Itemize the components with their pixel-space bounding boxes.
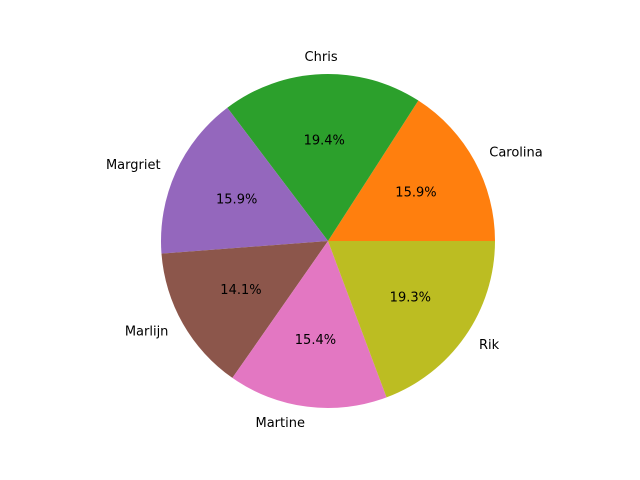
slice-label-martine: Martine: [255, 416, 304, 431]
slice-label-carolina: Carolina: [489, 146, 543, 161]
slice-label-marlijn: Marlijn: [125, 325, 169, 340]
pie-labels: Carolina 15.9% Chris 19.4% Margriet 15.9% Marl…: [106, 50, 543, 431]
pct-label-chris: 19.4%: [304, 133, 345, 148]
pct-label-martine: 15.4%: [295, 333, 336, 348]
pie-slices: [161, 73, 495, 409]
pie-slice-chris: [227, 73, 419, 241]
slice-label-rik: Rik: [479, 338, 500, 353]
slice-label-margriet: Margriet: [106, 158, 161, 173]
pie-slice-martine: [232, 241, 387, 409]
pct-label-margriet: 15.9%: [216, 192, 257, 207]
pie-slice-carolina: [328, 100, 495, 241]
pct-label-marlijn: 14.1%: [220, 283, 261, 298]
pie-slice-margriet: [161, 107, 328, 254]
pie-slice-marlijn: [161, 241, 328, 378]
pie-slice-rik: [328, 241, 495, 398]
pct-label-rik: 19.3%: [390, 291, 431, 306]
slice-label-chris: Chris: [305, 50, 338, 65]
pct-label-carolina: 15.9%: [395, 186, 436, 201]
